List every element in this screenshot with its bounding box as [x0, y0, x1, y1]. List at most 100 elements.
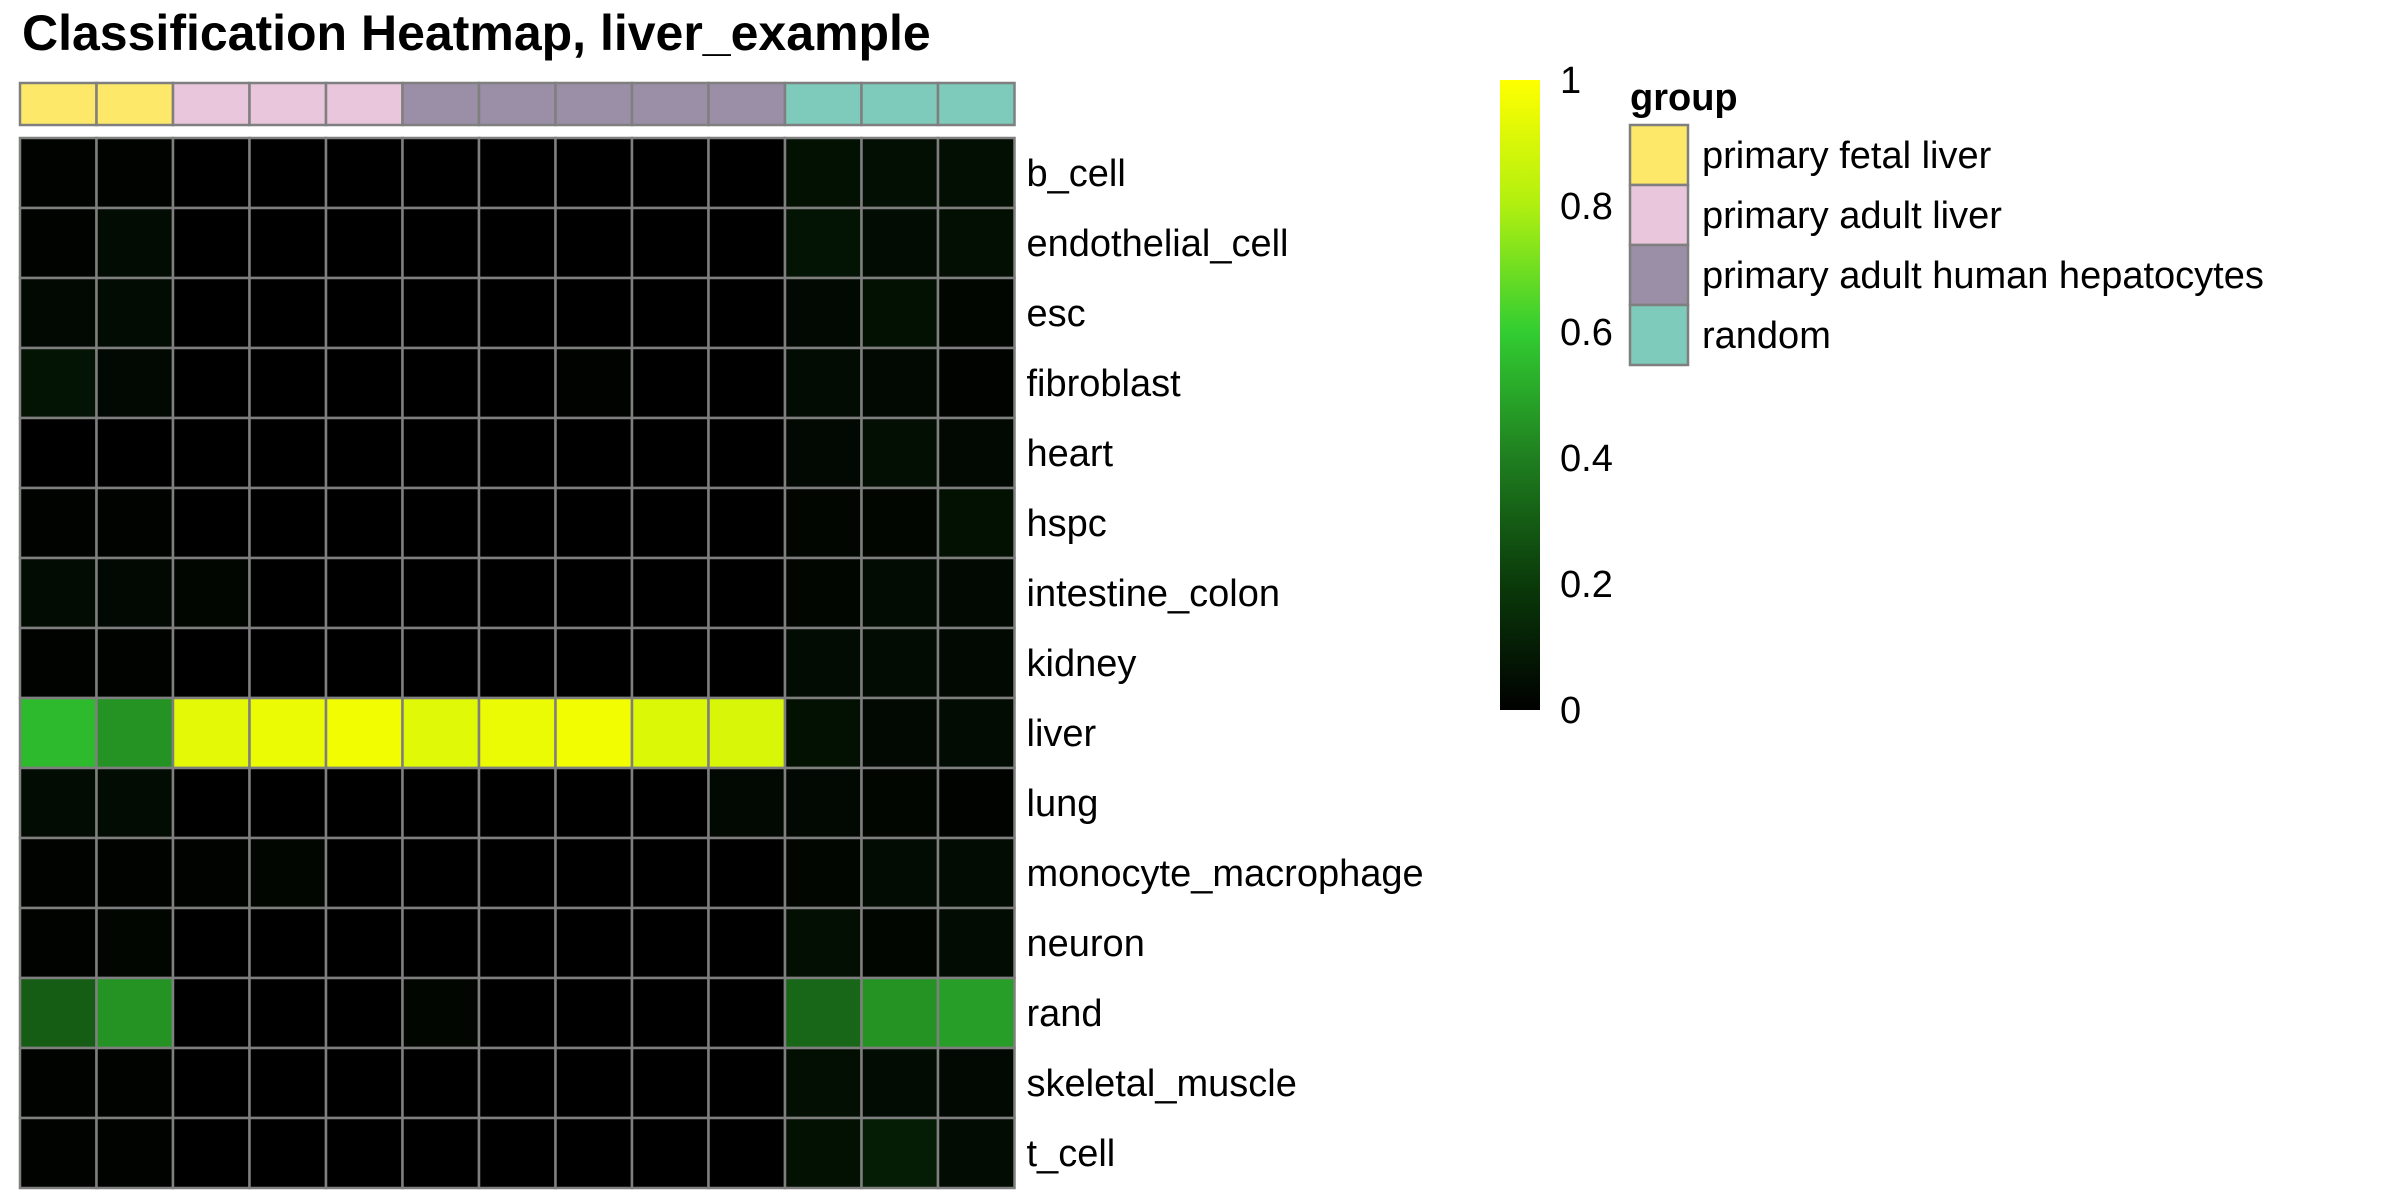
- heatmap-cell: [18, 976, 98, 1050]
- heatmap-cell: [477, 206, 557, 280]
- heatmap-cell: [248, 136, 328, 210]
- heatmap-cell: [860, 346, 940, 420]
- row-label: rand: [1027, 993, 1103, 1035]
- heatmap-cell: [630, 836, 710, 910]
- heatmap-cell: [783, 556, 863, 630]
- heatmap-cell: [95, 1046, 175, 1120]
- annotation-cell: [324, 81, 404, 127]
- heatmap-cell: [554, 486, 634, 560]
- heatmap-cell: [860, 766, 940, 840]
- heatmap-cell: [477, 1116, 557, 1190]
- heatmap-cell: [324, 906, 404, 980]
- heatmap-cell: [95, 416, 175, 490]
- heatmap-cell: [554, 766, 634, 840]
- heatmap-cell: [477, 1046, 557, 1120]
- row-label: monocyte_macrophage: [1027, 853, 1424, 895]
- heatmap-cell: [554, 556, 634, 630]
- heatmap-cell: [18, 556, 98, 630]
- heatmap-cell: [630, 556, 710, 630]
- heatmap-cell: [554, 206, 634, 280]
- heatmap-cell: [630, 486, 710, 560]
- heatmap-cell: [248, 206, 328, 280]
- annotation-cell: [860, 81, 940, 127]
- heatmap-cell: [860, 976, 940, 1050]
- heatmap-cell: [248, 1046, 328, 1120]
- heatmap-cell: [936, 1046, 1016, 1120]
- heatmap-cell: [783, 906, 863, 980]
- heatmap-cell: [783, 136, 863, 210]
- heatmap-cell: [18, 766, 98, 840]
- heatmap-cell: [171, 766, 251, 840]
- heatmap-cell: [171, 906, 251, 980]
- heatmap-cell: [783, 696, 863, 770]
- heatmap-cell: [554, 626, 634, 700]
- heatmap-cell: [477, 276, 557, 350]
- heatmap-cell: [783, 766, 863, 840]
- heatmap-cell: [707, 836, 787, 910]
- row-label: fibroblast: [1027, 363, 1182, 405]
- row-label: kidney: [1027, 643, 1137, 685]
- annotation-cell: [936, 81, 1016, 127]
- heatmap-cell: [324, 346, 404, 420]
- heatmap-cell: [248, 626, 328, 700]
- heatmap-cell: [707, 556, 787, 630]
- heatmap-cell: [783, 1046, 863, 1120]
- heatmap-cell: [630, 906, 710, 980]
- heatmap-cell: [783, 206, 863, 280]
- heatmap-cell: [248, 906, 328, 980]
- heatmap-cell: [401, 346, 481, 420]
- heatmap-cell: [248, 1116, 328, 1190]
- row-label: liver: [1027, 713, 1097, 755]
- heatmap-cell: [630, 346, 710, 420]
- heatmap-cell: [401, 766, 481, 840]
- heatmap-cell: [936, 626, 1016, 700]
- row-label: endothelial_cell: [1027, 223, 1289, 265]
- heatmap-cell: [936, 416, 1016, 490]
- row-label: neuron: [1027, 923, 1145, 965]
- heatmap-cell: [324, 836, 404, 910]
- heatmap-cell: [324, 696, 404, 770]
- heatmap-cell: [248, 416, 328, 490]
- color-scale-tick-label: 1: [1560, 60, 1581, 102]
- heatmap-cells: [18, 136, 1016, 1190]
- row-label: t_cell: [1027, 1133, 1116, 1175]
- heatmap-cell: [248, 276, 328, 350]
- heatmap-cell: [171, 416, 251, 490]
- heatmap-cell: [630, 976, 710, 1050]
- legend-entry-label: primary adult liver: [1702, 195, 2002, 237]
- heatmap-cell: [18, 906, 98, 980]
- heatmap-cell: [860, 486, 940, 560]
- heatmap-cell: [401, 906, 481, 980]
- heatmap-cell: [707, 696, 787, 770]
- heatmap-cell: [936, 976, 1016, 1050]
- heatmap-cell: [860, 416, 940, 490]
- heatmap-cell: [554, 976, 634, 1050]
- row-label: b_cell: [1027, 153, 1126, 195]
- heatmap-cell: [554, 1046, 634, 1120]
- heatmap-cell: [324, 1046, 404, 1120]
- annotation-cell: [783, 81, 863, 127]
- heatmap-cell: [554, 136, 634, 210]
- heatmap-cell: [248, 766, 328, 840]
- color-scale-bar: [1500, 80, 1540, 710]
- heatmap-cell: [324, 416, 404, 490]
- heatmap-cell: [248, 976, 328, 1050]
- heatmap-cell: [783, 626, 863, 700]
- annotation-cell: [477, 81, 557, 127]
- color-scale-tick-label: 0.6: [1560, 312, 1613, 354]
- color-scale-tick-label: 0: [1560, 690, 1581, 732]
- annotation-cell: [707, 81, 787, 127]
- heatmap-cell: [630, 766, 710, 840]
- heatmap-cell: [401, 276, 481, 350]
- heatmap-cell: [324, 976, 404, 1050]
- heatmap-cell: [324, 1116, 404, 1190]
- annotation-cell: [401, 81, 481, 127]
- heatmap-cell: [248, 696, 328, 770]
- heatmap-cell: [783, 276, 863, 350]
- heatmap-cell: [401, 696, 481, 770]
- heatmap-cell: [554, 906, 634, 980]
- heatmap-cell: [860, 1046, 940, 1120]
- heatmap-cell: [707, 1046, 787, 1120]
- heatmap-cell: [171, 836, 251, 910]
